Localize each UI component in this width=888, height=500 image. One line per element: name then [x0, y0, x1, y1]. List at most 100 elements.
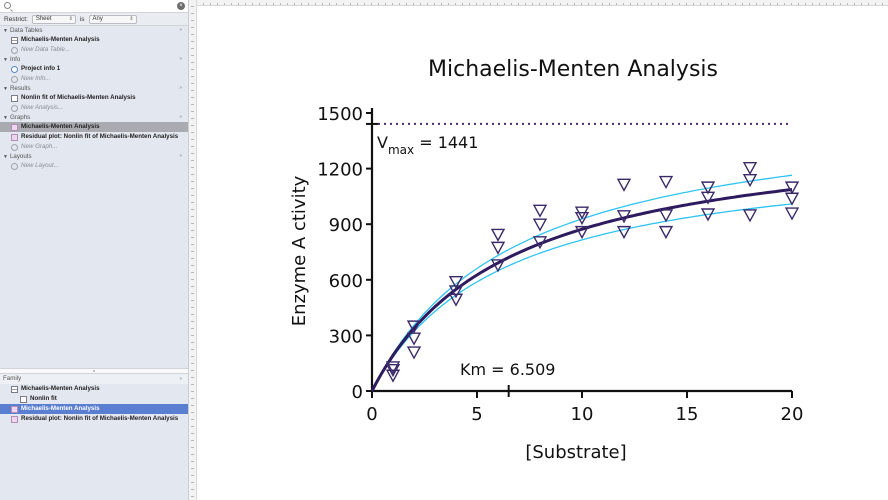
- x-tick-label: 15: [676, 404, 699, 425]
- graph-icon: [11, 405, 18, 413]
- collapse-icon[interactable]: »: [179, 376, 182, 382]
- y-tick-label: 600: [329, 271, 363, 292]
- family-item[interactable]: Nonlin fit: [0, 394, 188, 404]
- sheet-item-label: Michaelis-Menten Analysis: [21, 36, 100, 43]
- data-point-marker: [406, 346, 422, 360]
- family-item[interactable]: Residual plot: Nonlin fit of Michaelis-M…: [0, 414, 188, 424]
- collapse-icon[interactable]: »: [179, 85, 182, 91]
- pane-splitter[interactable]: [0, 368, 188, 374]
- add-icon: [11, 46, 18, 54]
- vmax-annotation: Vmax = 1441: [377, 133, 478, 157]
- data-point-marker: [532, 236, 548, 250]
- data-point-marker: [616, 178, 632, 192]
- new-sheet-link[interactable]: New Info...: [0, 74, 188, 84]
- collapse-icon[interactable]: »: [179, 153, 182, 159]
- add-icon: [11, 75, 18, 83]
- x-tick-label: 10: [571, 404, 594, 425]
- data-point-marker: [574, 212, 590, 226]
- data-point-marker: [532, 218, 548, 232]
- section-header-graphs[interactable]: ▼ Graphs »: [0, 113, 188, 122]
- section-title: Results: [9, 85, 31, 92]
- family-item-label: Residual plot: Nonlin fit of Michaelis-M…: [21, 415, 179, 422]
- sheet-item[interactable]: Michaelis-Menten Analysis: [0, 35, 188, 45]
- new-sheet-label: New Graph...: [21, 143, 58, 150]
- restrict-field-select[interactable]: Sheet: [31, 14, 76, 24]
- section-header-results[interactable]: ▼ Results »: [0, 84, 188, 93]
- new-sheet-link[interactable]: New Data Table...: [0, 45, 188, 55]
- clear-search-icon[interactable]: ×: [177, 2, 185, 10]
- family-item[interactable]: Michaelis-Menten Analysis: [0, 384, 188, 394]
- data-point-marker: [490, 259, 506, 273]
- disclosure-triangle-icon[interactable]: ▼: [3, 28, 8, 34]
- disclosure-triangle-icon[interactable]: ▼: [3, 86, 8, 92]
- data-point-marker: [658, 225, 674, 240]
- add-icon: [11, 104, 18, 112]
- sheet-item-label: Residual plot: Nonlin fit of Michaelis-M…: [21, 133, 179, 140]
- disclosure-triangle-icon[interactable]: ▼: [3, 115, 8, 121]
- y-tick-label: 0: [352, 382, 363, 403]
- family-item-label: Nonlin fit: [30, 395, 57, 402]
- family-item[interactable]: Michaelis-Menten Analysis: [0, 404, 188, 414]
- section-header-info[interactable]: ▼ Info »: [0, 55, 188, 64]
- collapse-icon[interactable]: »: [179, 27, 182, 33]
- data-point-marker: [742, 209, 758, 223]
- x-tick-label: 0: [366, 404, 377, 425]
- collapse-icon[interactable]: »: [179, 114, 182, 120]
- sheet-item[interactable]: Nonlin fit of Michaelis-Menten Analysis: [0, 93, 188, 103]
- data-point-marker: [700, 208, 716, 222]
- sheet-item[interactable]: Residual plot: Nonlin fit of Michaelis-M…: [0, 132, 188, 142]
- new-sheet-link[interactable]: New Graph...: [0, 142, 188, 152]
- data-point-marker: [532, 204, 548, 218]
- x-axis-label: [Substrate]: [525, 442, 626, 463]
- disclosure-triangle-icon[interactable]: ▼: [3, 57, 8, 63]
- family-header[interactable]: Family »: [0, 374, 188, 384]
- graph-canvas[interactable]: Michaelis-Menten Analysis 0 300 600 900 1200…: [198, 7, 888, 500]
- family-title: Family: [3, 375, 22, 382]
- restrict-value-select[interactable]: Any: [88, 14, 137, 24]
- data-point-marker: [658, 209, 674, 223]
- results-icon: [20, 395, 27, 403]
- fit-curve: [370, 188, 793, 392]
- section-title: Graphs: [9, 114, 31, 121]
- search-field[interactable]: ×: [0, 0, 188, 13]
- results-icon: [11, 94, 18, 102]
- data-point-marker: [448, 275, 464, 290]
- data-point-marker: [742, 174, 758, 188]
- graph-icon: [11, 415, 18, 423]
- graph-icon: [11, 133, 18, 141]
- section-header-layouts[interactable]: ▼ Layouts »: [0, 152, 188, 161]
- data-point-marker: [700, 191, 716, 205]
- collapse-icon[interactable]: »: [179, 56, 182, 62]
- family-item-label: Michaelis-Menten Analysis: [21, 385, 100, 392]
- data-point-marker: [385, 361, 401, 375]
- table-icon: [11, 385, 18, 393]
- add-icon: [11, 143, 18, 151]
- data-point-marker: [616, 225, 632, 240]
- chart-title: Michaelis-Menten Analysis: [428, 57, 718, 82]
- navigator-sidebar: × Restrict: Sheet is Any ▼Data Tables»Mi…: [0, 0, 189, 500]
- data-point-marker: [490, 228, 506, 242]
- data-point-marker: [574, 225, 590, 240]
- x-tick-label: 20: [781, 404, 804, 425]
- y-tick-label: 300: [329, 326, 363, 347]
- family-panel: Family » Michaelis-Menten Analysis Nonlin…: [0, 374, 188, 424]
- new-sheet-label: New Analysis...: [21, 104, 64, 111]
- section-header-data-tables[interactable]: ▼ Data Tables »: [0, 26, 188, 35]
- x-tick-label: 5: [471, 404, 482, 425]
- disclosure-triangle-icon[interactable]: ▼: [3, 154, 8, 160]
- is-label: is: [79, 15, 85, 23]
- new-sheet-link[interactable]: New Analysis...: [0, 103, 188, 113]
- restrict-label: Restrict:: [4, 15, 28, 23]
- section-title: Info: [9, 56, 21, 63]
- search-icon: [4, 2, 11, 9]
- michaelis-menten-chart: Michaelis-Menten Analysis 0 300 600 900 1200…: [289, 57, 804, 463]
- data-point-marker: [406, 320, 422, 334]
- lower-confidence-band: [371, 203, 793, 392]
- new-sheet-link[interactable]: New Layout...: [0, 161, 188, 171]
- sheet-item[interactable]: Michaelis-Menten Analysis: [0, 122, 188, 132]
- sheet-item[interactable]: Project info 1: [0, 64, 188, 74]
- restrict-row: Restrict: Sheet is Any: [0, 13, 188, 26]
- data-point-marker: [784, 192, 800, 206]
- y-tick-label: 900: [329, 215, 363, 236]
